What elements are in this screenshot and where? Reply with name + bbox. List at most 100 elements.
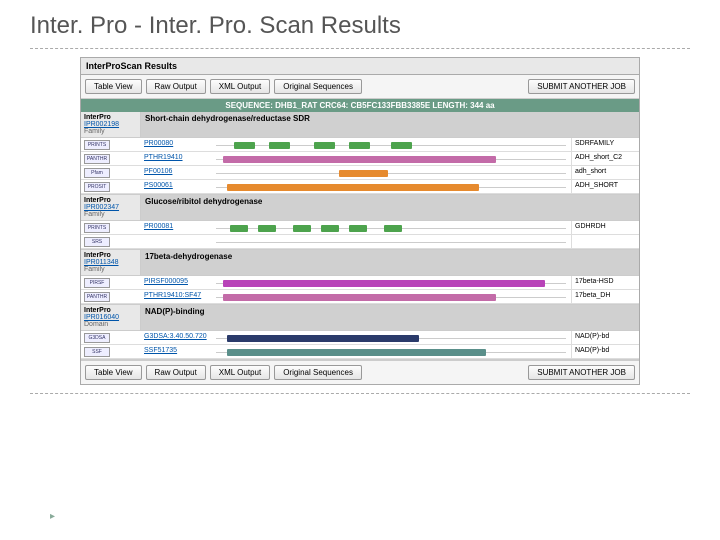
submit-another-button[interactable]: SUBMIT ANOTHER JOB	[528, 79, 635, 94]
entry: InterProIPR016040DomainNAD(P)-bindingG3D…	[81, 305, 639, 360]
sequence-bar: SEQUENCE: DHB1_RAT CRC64: CB5FC133FBB338…	[81, 99, 639, 112]
signature-name	[571, 235, 639, 248]
domain-segment	[258, 225, 276, 232]
domain-track	[216, 169, 566, 176]
signature-row: PRINTS PR00081 GDHRDH	[81, 221, 639, 235]
domain-segment	[227, 349, 486, 356]
entry-title: 17beta-dehydrogenase	[141, 250, 639, 275]
entries-container: InterProIPR002198FamilyShort-chain dehyd…	[81, 112, 639, 360]
signature-name: NAD(P)-bd	[571, 345, 639, 358]
toolbar-bottom: Table View Raw Output XML Output Origina…	[81, 360, 639, 384]
raw-output-button[interactable]: Raw Output	[146, 79, 206, 94]
entry-title: Short-chain dehydrogenase/reductase SDR	[141, 112, 639, 137]
db-icon: PRINTS	[84, 223, 110, 233]
db-icon: SRS	[84, 237, 110, 247]
domain-track	[216, 141, 566, 148]
interpro-label: InterPro	[84, 307, 137, 314]
signature-id-link[interactable]: PS00061	[144, 182, 173, 189]
domain-track	[216, 334, 566, 341]
db-icon: PRINTS	[84, 140, 110, 150]
slide-title: Inter. Pro - Inter. Pro. Scan Results	[0, 0, 720, 48]
submit-another-button-bottom[interactable]: SUBMIT ANOTHER JOB	[528, 365, 635, 380]
signature-name: NAD(P)-bd	[571, 331, 639, 344]
signature-row: SRS	[81, 235, 639, 249]
signature-id-link[interactable]: PTHR19410	[144, 154, 183, 161]
signature-name: SDRFAMILY	[571, 138, 639, 151]
entry-title: NAD(P)-binding	[141, 305, 639, 330]
signature-row: PRINTS PR00080 SDRFAMILY	[81, 138, 639, 152]
interproscan-window: InterProScan Results Table View Raw Outp…	[80, 57, 640, 385]
signature-id-link[interactable]: PF00106	[144, 168, 172, 175]
signature-row: G3DSA G3DSA:3.40.50.720 NAD(P)-bd	[81, 331, 639, 345]
entry-type: Family	[84, 211, 137, 218]
db-icon: PANTHR	[84, 292, 110, 302]
db-icon: Pfam	[84, 168, 110, 178]
domain-track	[216, 155, 566, 162]
domain-segment	[223, 156, 496, 163]
domain-segment	[391, 142, 412, 149]
signature-name: adh_short	[571, 166, 639, 179]
domain-segment	[321, 225, 339, 232]
entry-type: Family	[84, 128, 137, 135]
window-header: InterProScan Results	[81, 58, 639, 75]
signature-id-link[interactable]: PTHR19410:SF47	[144, 292, 201, 299]
signature-id-link[interactable]: PIRSF000095	[144, 278, 188, 285]
domain-track	[216, 279, 566, 286]
signature-id-link[interactable]: G3DSA:3.40.50.720	[144, 333, 207, 340]
entry: InterProIPR002198Family Short-chain dehyd…	[81, 112, 639, 195]
interpro-id-link[interactable]: IPR002347	[84, 204, 119, 211]
interpro-label: InterPro	[84, 252, 137, 259]
signature-name: 17beta-HSD	[571, 276, 639, 289]
interpro-id-link[interactable]: IPR011348	[84, 259, 119, 266]
signature-name: ADH_short_C2	[571, 152, 639, 165]
signature-row: Pfam PF00106 adh_short	[81, 166, 639, 180]
bullet-icon: ▸	[50, 511, 55, 522]
toolbar-top: Table View Raw Output XML Output Origina…	[81, 75, 639, 99]
domain-segment	[230, 225, 248, 232]
db-icon: PIRSF	[84, 278, 110, 288]
domain-segment	[234, 142, 255, 149]
xml-output-button-bottom[interactable]: XML Output	[210, 365, 270, 380]
signature-name: 17beta_DH	[571, 290, 639, 303]
original-sequences-button-bottom[interactable]: Original Sequences	[274, 365, 362, 380]
domain-track	[216, 224, 566, 231]
entry-type: Domain	[84, 321, 137, 328]
raw-output-button-bottom[interactable]: Raw Output	[146, 365, 206, 380]
signature-row: PANTHR PTHR19410:SF47 17beta_DH	[81, 290, 639, 304]
interpro-label: InterPro	[84, 197, 137, 204]
domain-segment	[339, 170, 388, 177]
entry: InterProIPR002347Family Glucose/ribitol d…	[81, 195, 639, 250]
db-icon: SSF	[84, 347, 110, 357]
domain-segment	[349, 225, 367, 232]
interpro-id-link[interactable]: IPR016040	[84, 314, 119, 321]
interpro-id-link[interactable]: IPR002198	[84, 121, 119, 128]
signature-id-link[interactable]: PR00081	[144, 223, 173, 230]
signature-row: PANTHRPTHR19410ADH_short_C2	[81, 152, 639, 166]
entry-type: Family	[84, 266, 137, 273]
original-sequences-button[interactable]: Original Sequences	[274, 79, 362, 94]
divider-bottom	[30, 393, 690, 394]
table-view-button[interactable]: Table View	[85, 79, 142, 94]
entry-title: Glucose/ribitol dehydrogenase	[141, 195, 639, 220]
xml-output-button[interactable]: XML Output	[210, 79, 270, 94]
signature-id-link[interactable]: PR00080	[144, 140, 173, 147]
domain-segment	[223, 294, 496, 301]
signature-row: SSF SSF51735 NAD(P)-bd	[81, 345, 639, 359]
domain-segment	[314, 142, 335, 149]
signature-name: GDHRDH	[571, 221, 639, 234]
table-view-button-bottom[interactable]: Table View	[85, 365, 142, 380]
divider-top	[30, 48, 690, 49]
domain-segment	[227, 335, 420, 342]
domain-segment	[223, 280, 545, 287]
domain-segment	[227, 184, 479, 191]
signature-id-link[interactable]: SSF51735	[144, 347, 177, 354]
db-icon: G3DSA	[84, 333, 110, 343]
domain-track	[216, 183, 566, 190]
signature-name: ADH_SHORT	[571, 180, 639, 193]
interpro-label: InterPro	[84, 114, 137, 121]
signature-row: PIRSF PIRSF000095 17beta-HSD	[81, 276, 639, 290]
entry: InterProIPR011348Family 17beta-dehydrogen…	[81, 250, 639, 305]
domain-track	[216, 293, 566, 300]
domain-segment	[349, 142, 370, 149]
domain-track	[216, 238, 566, 245]
